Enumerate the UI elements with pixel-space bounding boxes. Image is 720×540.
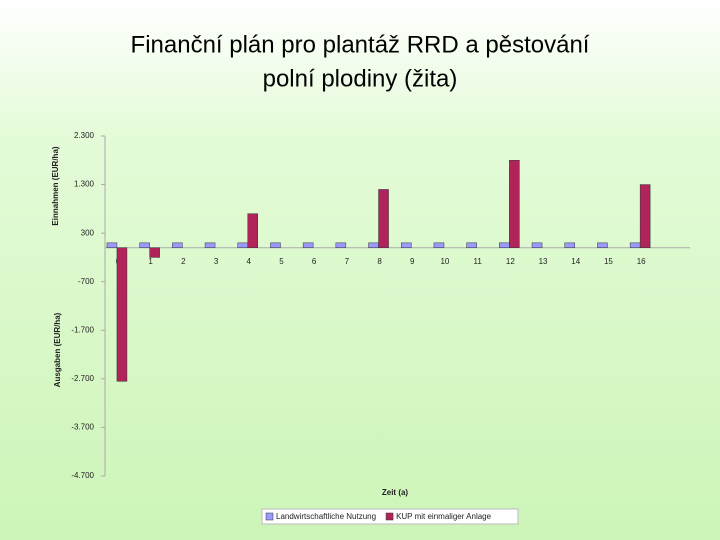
x-tick-label: 6 <box>312 257 317 266</box>
bar <box>139 242 150 248</box>
bar <box>335 242 347 248</box>
bar <box>270 242 281 248</box>
legend-label: Landwirtschaftliche Nutzung <box>276 512 376 521</box>
bar <box>204 242 216 248</box>
bar <box>639 184 651 248</box>
x-tick-label: 7 <box>345 257 350 266</box>
x-tick-label: 11 <box>473 257 482 266</box>
y-axis-label: Ausgaben (EUR/ha) <box>53 312 62 387</box>
bar <box>401 242 412 248</box>
x-tick-label: 4 <box>247 257 252 266</box>
x-tick-label: 5 <box>279 257 284 266</box>
x-axis-label: Zeit (a) <box>382 488 409 497</box>
legend-swatch <box>385 512 394 521</box>
x-tick-label: 12 <box>506 257 515 266</box>
y-tick-label: 300 <box>81 228 95 237</box>
y-tick-label: -700 <box>78 277 95 286</box>
y-tick-label: -2.700 <box>71 374 94 383</box>
x-tick-label: 3 <box>214 257 219 266</box>
bar <box>433 242 445 248</box>
bar <box>629 242 641 248</box>
x-tick-label: 9 <box>410 257 415 266</box>
y-tick-label: -4.700 <box>71 471 94 480</box>
y-tick-label: 2.300 <box>74 131 95 140</box>
bar <box>564 242 575 248</box>
bar <box>247 213 258 248</box>
y-tick-label: -1.700 <box>71 325 94 334</box>
chart-title: polní plodiny (žita) <box>263 65 458 92</box>
y-axis-label: Einnahmen (EUR/ha) <box>51 146 60 225</box>
bar <box>509 160 520 248</box>
x-tick-label: 10 <box>440 257 449 266</box>
bar <box>302 242 314 248</box>
x-tick-label: 16 <box>637 257 646 266</box>
y-tick-label: -3.700 <box>71 423 94 432</box>
bar <box>378 189 389 248</box>
legend-label: KUP mit einmaliger Anlage <box>396 512 492 521</box>
x-tick-label: 13 <box>539 257 548 266</box>
chart-title: Finanční plán pro plantáž RRD a pěstován… <box>131 31 590 58</box>
x-tick-label: 8 <box>377 257 382 266</box>
legend-swatch <box>265 512 274 521</box>
x-tick-label: 15 <box>604 257 613 266</box>
bar <box>106 242 118 248</box>
bar <box>149 247 160 258</box>
bar <box>531 242 543 248</box>
x-tick-label: 2 <box>181 257 186 266</box>
bar <box>237 242 248 248</box>
bar <box>499 242 510 248</box>
bar <box>172 242 183 248</box>
bar <box>466 242 477 248</box>
bar <box>116 247 128 382</box>
bar <box>368 242 379 248</box>
x-tick-label: 1 <box>148 257 153 266</box>
y-tick-label: 1.300 <box>74 180 95 189</box>
x-tick-label: 14 <box>571 257 580 266</box>
bar <box>597 242 608 248</box>
